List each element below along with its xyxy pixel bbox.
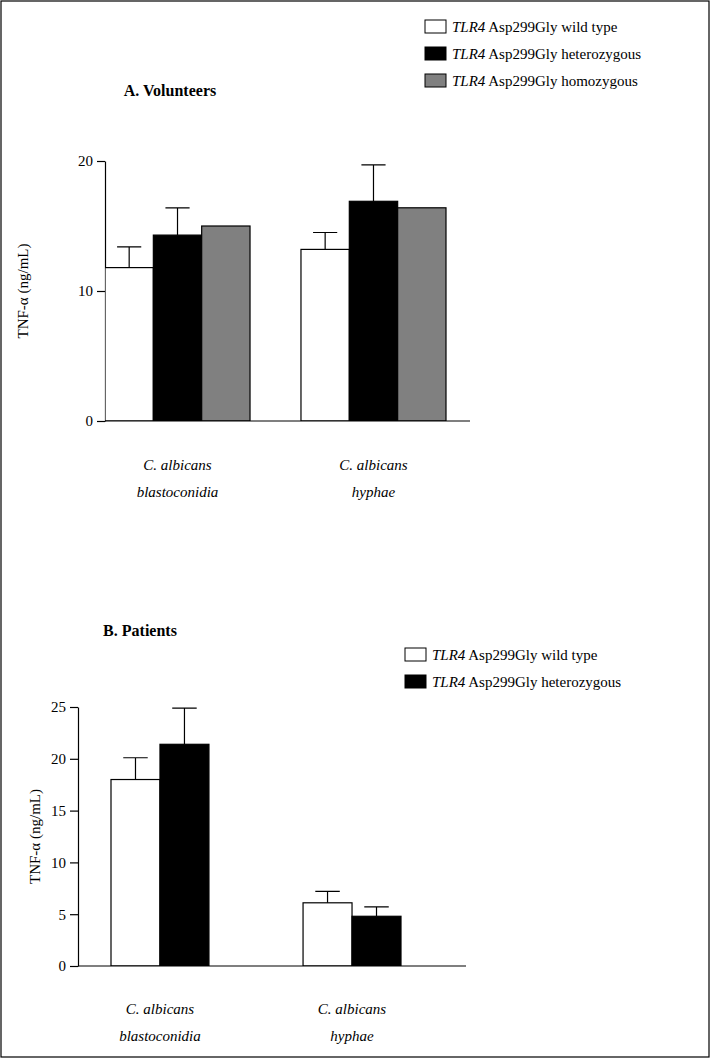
- y-tick-mark: [97, 291, 105, 292]
- error-bar: [313, 233, 337, 250]
- y-tick-mark: [70, 914, 78, 915]
- legend-swatch: [425, 74, 446, 87]
- chart-title: A. Volunteers: [124, 82, 216, 99]
- bar: [349, 201, 397, 421]
- legend-swatch: [405, 648, 426, 661]
- error-bar: [172, 708, 196, 744]
- legend-label: TLR4 Asp299Gly heterozygous: [452, 46, 641, 62]
- bar: [301, 249, 349, 421]
- legend-swatch: [425, 20, 446, 33]
- y-tick-label: 10: [78, 283, 93, 299]
- bar: [111, 780, 160, 966]
- y-tick-label: 25: [51, 699, 66, 715]
- legend: TLR4 Asp299Gly wild type TLR4 Asp299Gly h…: [425, 19, 641, 89]
- legend: TLR4 Asp299Gly wild type TLR4 Asp299Gly h…: [405, 647, 621, 690]
- bar: [398, 208, 446, 421]
- y-axis-title: TNF-α (ng/mL): [15, 244, 32, 339]
- y-tick: 10: [51, 855, 78, 871]
- panel: A. Volunteers TNF-α (ng/mL) 0 10 20 C. albica…: [15, 19, 641, 500]
- y-tick-label: 10: [51, 855, 66, 871]
- bar: [105, 268, 153, 421]
- legend-label: TLR4 Asp299Gly homozygous: [452, 73, 638, 89]
- x-tick-label: C. albicansblastoconidia: [119, 1001, 201, 1044]
- y-tick-label: 15: [51, 803, 66, 819]
- frame: [1, 1, 709, 1057]
- y-tick-mark: [70, 862, 78, 863]
- error-bar: [117, 247, 141, 268]
- y-tick-label: 5: [59, 907, 67, 923]
- error-bar: [123, 758, 147, 780]
- error-bar: [165, 208, 189, 235]
- legend-swatch: [405, 675, 426, 688]
- y-tick-mark: [70, 759, 78, 760]
- panel: B. Patients TNF-α (ng/mL) 0 5 10 15 20 25 C. alb…: [27, 622, 621, 1044]
- plot-area: [105, 165, 446, 421]
- error-bar: [364, 907, 388, 916]
- chart-title: B. Patients: [103, 622, 177, 639]
- bar: [160, 744, 209, 966]
- x-axis-line: [105, 420, 470, 421]
- y-axis-line: [78, 708, 79, 967]
- legend-swatch: [425, 47, 446, 60]
- bar: [303, 903, 352, 966]
- y-tick: 0: [86, 413, 106, 429]
- y-tick: 25: [51, 699, 78, 715]
- y-tick-label: 20: [78, 153, 93, 169]
- y-axis: 0 5 10 15 20 25: [51, 699, 79, 974]
- y-tick-mark: [97, 161, 105, 162]
- legend-label: TLR4 Asp299Gly wild type: [432, 647, 598, 663]
- y-tick: 0: [59, 958, 79, 974]
- y-tick-mark: [97, 421, 105, 422]
- y-tick: 15: [51, 803, 78, 819]
- y-tick-mark: [70, 966, 78, 967]
- x-axis-line: [78, 965, 466, 966]
- y-tick-mark: [70, 810, 78, 811]
- y-tick: 10: [78, 283, 105, 299]
- bar: [202, 226, 250, 421]
- y-tick: 20: [78, 153, 105, 169]
- x-tick-label: C. albicanshyphae: [318, 1001, 386, 1044]
- y-tick-label: 0: [86, 413, 94, 429]
- plot-area: [111, 708, 401, 966]
- y-tick-label: 0: [59, 958, 67, 974]
- y-axis-title: TNF-α (ng/mL): [27, 789, 44, 884]
- error-bar: [315, 891, 339, 902]
- y-tick: 20: [51, 751, 78, 767]
- legend-label: TLR4 Asp299Gly wild type: [452, 19, 618, 35]
- y-tick: 5: [59, 907, 79, 923]
- bar: [352, 916, 401, 966]
- y-tick-mark: [70, 707, 78, 708]
- error-bar: [361, 165, 385, 201]
- figure: A. Volunteers TNF-α (ng/mL) 0 10 20 C. albica…: [0, 0, 710, 1058]
- legend-label: TLR4 Asp299Gly heterozygous: [432, 674, 621, 690]
- x-tick-label: C. albicanshyphae: [339, 457, 407, 500]
- bar: [153, 235, 201, 421]
- y-axis: 0 10 20: [78, 153, 106, 429]
- x-tick-label: C. albicansblastoconidia: [137, 457, 219, 500]
- y-tick-label: 20: [51, 751, 66, 767]
